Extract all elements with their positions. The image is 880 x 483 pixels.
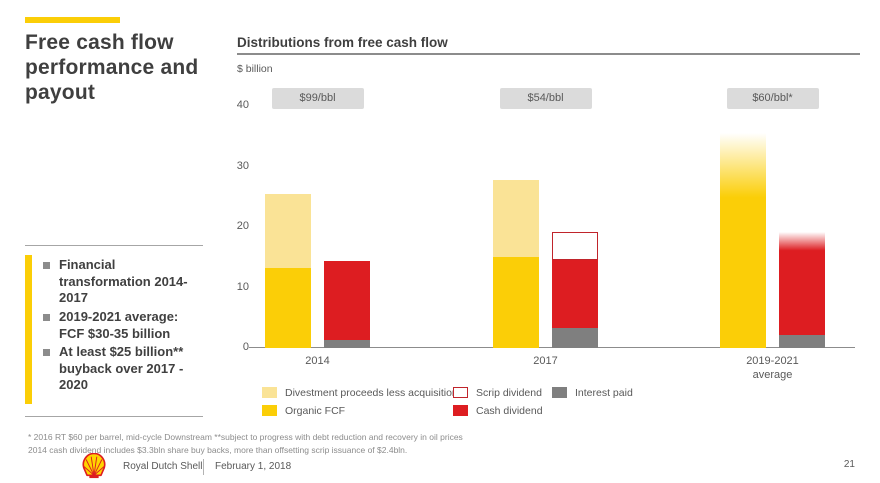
bullet-square-icon bbox=[43, 313, 50, 321]
price-tag-99-bbl: $99/bbl bbox=[271, 88, 364, 109]
price-tag-54-bbl: $54/bbl bbox=[499, 88, 592, 109]
bullet-text: At least $25 billion** buyback over 2017… bbox=[59, 344, 184, 393]
y-tick-30: 30 bbox=[236, 159, 249, 172]
chart-title-underline bbox=[237, 53, 860, 55]
bullet-item-1: 2019-2021 average: FCF $30-35 billion bbox=[43, 309, 203, 342]
legend-item-divestment-proceeds-less-acquisitions: Divestment proceeds less acquisitions bbox=[262, 385, 463, 400]
page-number: 21 bbox=[843, 459, 855, 470]
legend-item-cash-dividend: Cash dividend bbox=[453, 403, 543, 418]
footer: Royal Dutch Shell February 1, 2018 21 bbox=[0, 453, 880, 483]
footer-company: Royal Dutch Shell bbox=[123, 461, 203, 472]
bar-segment-interest-paid bbox=[324, 340, 370, 348]
bullet-square-icon bbox=[43, 262, 50, 269]
legend-column-0: Divestment proceeds less acquisitions Org… bbox=[262, 385, 463, 421]
y-tick-0: 0 bbox=[242, 341, 249, 353]
bar-segment-organic-fcf bbox=[720, 133, 766, 348]
bullet-square-icon bbox=[43, 349, 50, 357]
page-title: Free cash flow performance and payout bbox=[25, 31, 199, 104]
chart-title: Distributions from free cash flow bbox=[237, 35, 448, 50]
legend-swatch-scrip-dividend bbox=[453, 387, 468, 398]
bullet-list: Financial transformation 2014-2017 2019-2… bbox=[43, 257, 203, 396]
footnote-line-1: * 2016 RT $60 per barrel, mid-cycle Down… bbox=[28, 432, 463, 442]
legend-swatch-divestment-proceeds-less-acquisitions bbox=[262, 387, 277, 398]
legend-swatch-cash-dividend bbox=[453, 405, 468, 416]
y-tick-40: 40 bbox=[236, 99, 249, 111]
bullet-divider-bottom bbox=[25, 416, 203, 417]
chart-panel: Distributions from free cash flow $ bill… bbox=[237, 30, 865, 430]
bullet-item-2: At least $25 billion** buyback over 2017… bbox=[43, 344, 203, 394]
bullet-divider-top bbox=[25, 245, 203, 246]
bullet-item-0: Financial transformation 2014-2017 bbox=[43, 257, 203, 307]
legend-label: Interest paid bbox=[575, 386, 633, 399]
bar-segment-cash-dividend bbox=[552, 260, 598, 328]
bullet-accent-bar bbox=[25, 255, 32, 404]
chart-unit-label: $ billion bbox=[237, 63, 273, 75]
bullet-text: Financial transformation 2014-2017 bbox=[59, 257, 188, 306]
footnote-line-2: 2014 cash dividend includes $3.3bln shar… bbox=[28, 445, 408, 456]
legend-item-interest-paid: Interest paid bbox=[552, 385, 633, 400]
x-label-2019-2021: 2019-2021 average bbox=[746, 355, 799, 382]
legend-swatch-interest-paid bbox=[552, 387, 567, 398]
price-tag-60-bbl: $60/bbl* bbox=[726, 88, 819, 109]
bar-segment-scrip-dividend bbox=[552, 232, 598, 260]
legend-item-scrip-dividend: Scrip dividend bbox=[453, 385, 543, 400]
x-label-2017: 2017 bbox=[533, 355, 558, 367]
legend-column-1: Scrip dividend Cash dividend bbox=[453, 385, 543, 421]
footer-date: February 1, 2018 bbox=[215, 461, 292, 472]
bar-segment-interest-paid bbox=[779, 335, 825, 348]
title-accent-bar bbox=[25, 17, 120, 23]
legend-label: Scrip dividend bbox=[476, 386, 542, 399]
bar-segment-interest-paid bbox=[552, 328, 598, 348]
legend-column-2: Interest paid bbox=[552, 385, 633, 403]
legend-label: Organic FCF bbox=[285, 404, 346, 417]
bar-segment-divestment-proceeds-less-acquisitions bbox=[493, 180, 539, 257]
zero-tick bbox=[249, 347, 255, 348]
x-label-2014: 2014 bbox=[305, 355, 330, 367]
plot-area: 0 10 20 30 40 $99/bbl 2014 $54/bbl 2017 $60/bbl* 2… bbox=[237, 30, 865, 381]
bar-segment-cash-dividend bbox=[324, 261, 370, 340]
y-tick-20: 20 bbox=[236, 220, 249, 232]
legend-swatch-organic-fcf bbox=[262, 405, 277, 416]
legend-label: Cash dividend bbox=[476, 404, 543, 417]
bar-segment-cash-dividend bbox=[779, 232, 825, 335]
legend-item-organic-fcf: Organic FCF bbox=[262, 403, 463, 418]
bar-segment-organic-fcf bbox=[265, 268, 311, 348]
bar-segment-organic-fcf bbox=[493, 257, 539, 348]
y-tick-10: 10 bbox=[236, 280, 249, 293]
footer-divider bbox=[203, 459, 204, 475]
bar-segment-divestment-proceeds-less-acquisitions bbox=[265, 194, 311, 268]
bullet-text: 2019-2021 average: FCF $30-35 billion bbox=[59, 308, 179, 341]
footnotes: * 2016 RT $60 per barrel, mid-cycle Down… bbox=[28, 431, 463, 457]
shell-logo-icon bbox=[82, 453, 106, 479]
legend-label: Divestment proceeds less acquisitions bbox=[285, 386, 463, 399]
